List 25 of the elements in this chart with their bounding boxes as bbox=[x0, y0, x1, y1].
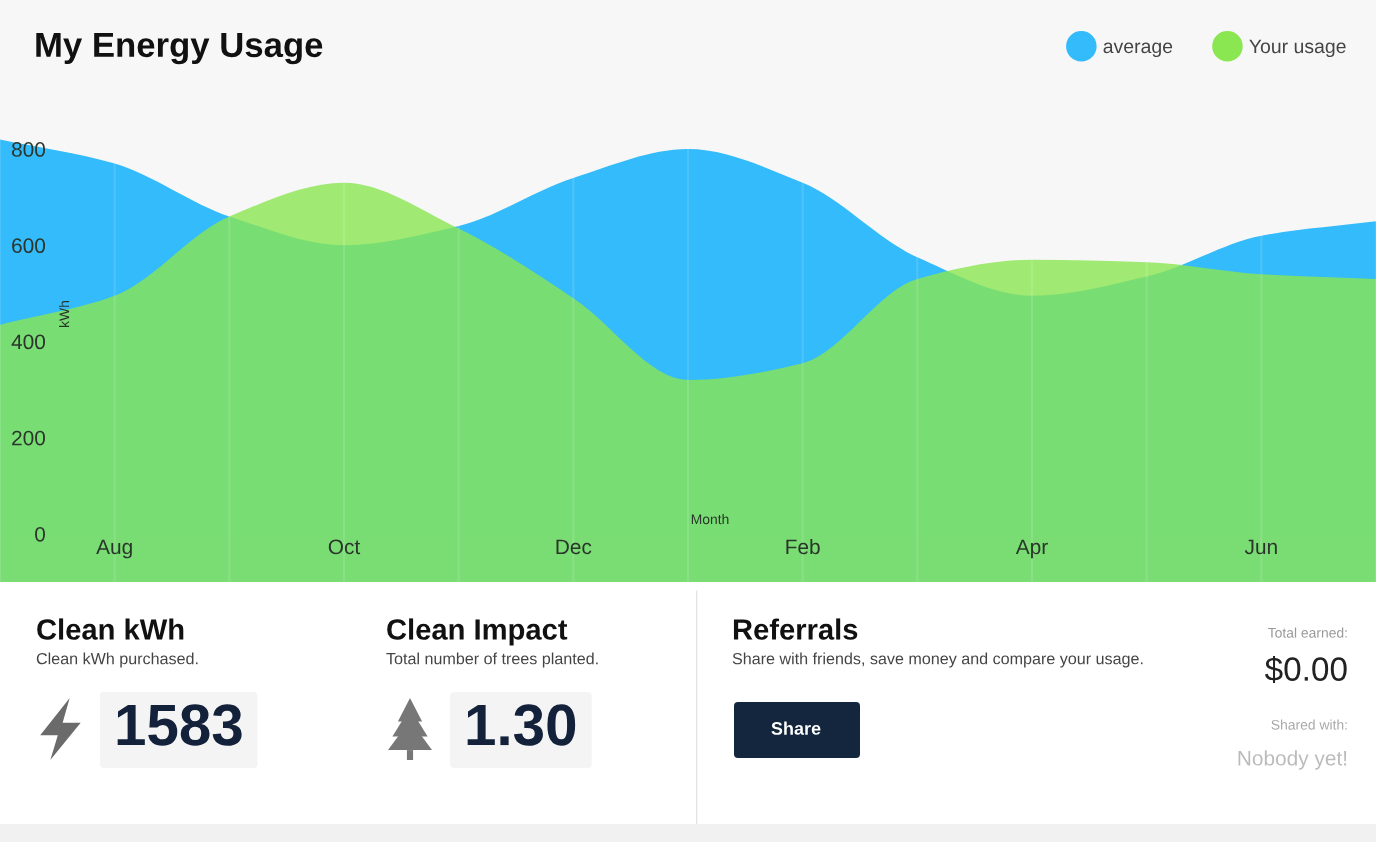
text: $0.00 bbox=[1264, 655, 1347, 683]
legend-label: Your usage bbox=[1249, 39, 1346, 58]
text: Share bbox=[771, 721, 821, 735]
x-tick-label: Feb bbox=[786, 538, 820, 555]
text: Clean Impact bbox=[387, 618, 568, 646]
y-tick-label: 200 bbox=[12, 430, 46, 446]
text: My Energy Usage bbox=[36, 32, 323, 65]
x-tick-label: Oct bbox=[328, 539, 361, 555]
text: Referrals bbox=[733, 618, 858, 640]
y-tick-label: 400 bbox=[11, 334, 46, 350]
legend-label: average bbox=[1103, 42, 1173, 58]
y-tick-label: 600 bbox=[12, 238, 46, 254]
y-tick-label: 0 bbox=[35, 526, 46, 542]
x-tick-label: Dec bbox=[556, 539, 592, 555]
text: Total number of trees planted. bbox=[386, 652, 598, 668]
text: Clean kWh bbox=[37, 618, 184, 640]
x-tick-label: Aug bbox=[96, 539, 132, 559]
text: 1583 bbox=[117, 704, 242, 746]
x-tick-label: Apr bbox=[1015, 539, 1048, 559]
text: Share with friends, save money and compare your usage. bbox=[732, 652, 1143, 668]
y-tick-label: 800 bbox=[11, 142, 46, 157]
text: 1.30 bbox=[467, 704, 576, 746]
x-tick-label: Jun bbox=[1244, 539, 1277, 555]
text: Nobody yet! bbox=[1238, 750, 1347, 770]
text: Clean kWh purchased. bbox=[36, 652, 198, 668]
